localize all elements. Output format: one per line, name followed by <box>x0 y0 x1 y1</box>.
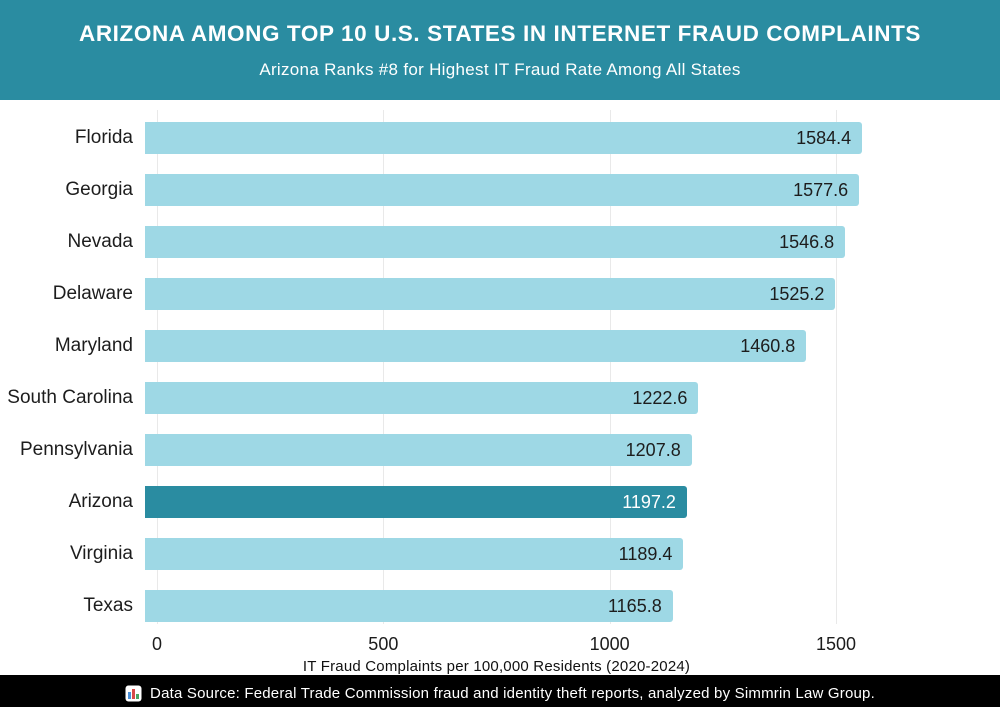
value-label: 1460.8 <box>740 335 796 356</box>
bar-row-arizona: Arizona 1197.2 <box>0 476 1000 528</box>
bar-row-florida: Florida 1584.4 <box>0 112 1000 164</box>
gridline-0 <box>157 110 158 624</box>
bar: 1460.8 <box>145 330 807 362</box>
bar-track: 1207.8 <box>145 434 1000 466</box>
x-tick-label-500: 500 <box>368 634 399 654</box>
category-label: Georgia <box>65 179 133 200</box>
category-label: Virginia <box>69 543 133 564</box>
bar-chart-emoji-icon <box>125 685 142 702</box>
x-tick-label-1000: 1000 <box>589 634 630 654</box>
header-banner: ARIZONA AMONG TOP 10 U.S. STATES IN INTE… <box>0 0 1000 100</box>
bar-row-texas: Texas 1165.8 <box>0 580 1000 632</box>
bar-track: 1165.8 <box>145 590 1000 622</box>
value-label: 1165.8 <box>608 595 662 616</box>
bar: 1584.4 <box>145 122 863 154</box>
x-tick-label-1500: 1500 <box>815 634 857 654</box>
bar: 1525.2 <box>145 278 836 310</box>
bar: 1207.8 <box>145 434 692 466</box>
bar-rows: Florida 1584.4 Georgia 1577.6 Nevada 1546.8 De… <box>0 112 1000 632</box>
category-label: Nevada <box>67 231 134 252</box>
bar-track: 1577.6 <box>145 174 1000 206</box>
data-source-text: Data Source: Federal Trade Commission fr… <box>150 685 875 702</box>
bar-chart: Florida 1584.4 Georgia 1577.6 Nevada 1546.8 De… <box>0 100 1000 675</box>
value-label: 1197.2 <box>622 491 676 512</box>
bar-track: 1460.8 <box>145 330 1000 362</box>
category-label: Arizona <box>68 491 133 512</box>
category-label: South Carolina <box>7 387 133 408</box>
gridlines-layer <box>157 110 957 624</box>
bar-track: 1525.2 <box>145 278 1000 310</box>
value-label: 1577.6 <box>793 179 849 200</box>
category-label: Delaware <box>52 283 133 304</box>
bar: 1189.4 <box>145 538 684 570</box>
page-title: ARIZONA AMONG TOP 10 U.S. STATES IN INTE… <box>78 20 922 46</box>
category-label: Texas <box>83 595 133 616</box>
bar-row-georgia: Georgia 1577.6 <box>0 164 1000 216</box>
page-subtitle: Arizona Ranks #8 for Highest IT Fraud Ra… <box>259 59 741 79</box>
category-label: Florida <box>74 127 133 148</box>
bar-row-pennsylvania: Pennsylvania 1207.8 <box>0 424 1000 476</box>
bar-row-south-carolina: South Carolina 1222.6 <box>0 372 1000 424</box>
bar: 1546.8 <box>145 226 846 258</box>
value-label: 1222.6 <box>632 387 688 408</box>
category-label: Pennsylvania <box>19 439 133 460</box>
bar-row-nevada: Nevada 1546.8 <box>0 216 1000 268</box>
x-axis: 0 500 1000 1500 <box>152 632 1000 658</box>
bar-track: 1222.6 <box>145 382 1000 414</box>
bar-track: 1189.4 <box>145 538 1000 570</box>
bar-highlighted: 1197.2 <box>145 486 687 518</box>
bar-track: 1546.8 <box>145 226 1000 258</box>
x-axis-title: IT Fraud Complaints per 100,000 Resident… <box>302 658 691 675</box>
bar: 1165.8 <box>145 590 673 622</box>
bar-track: 1584.4 <box>145 122 1000 154</box>
x-tick-label-0: 0 <box>151 634 163 654</box>
value-label: 1584.4 <box>796 127 852 148</box>
gridline-500 <box>383 110 385 624</box>
gridline-1000 <box>609 110 611 624</box>
bar-row-maryland: Maryland 1460.8 <box>0 320 1000 372</box>
bar: 1577.6 <box>145 174 860 206</box>
value-label: 1207.8 <box>625 439 681 460</box>
value-label: 1525.2 <box>769 283 825 304</box>
source-footer: Data Source: Federal Trade Commission fr… <box>0 675 1000 707</box>
bar-row-delaware: Delaware 1525.2 <box>0 268 1000 320</box>
bar: 1222.6 <box>145 382 699 414</box>
value-label: 1189.4 <box>618 543 673 564</box>
gridline-1500 <box>836 110 837 624</box>
bar-row-virginia: Virginia 1189.4 <box>0 528 1000 580</box>
category-label: Maryland <box>54 335 133 356</box>
value-label: 1546.8 <box>779 231 835 252</box>
bar-track: 1197.2 <box>145 486 1000 518</box>
